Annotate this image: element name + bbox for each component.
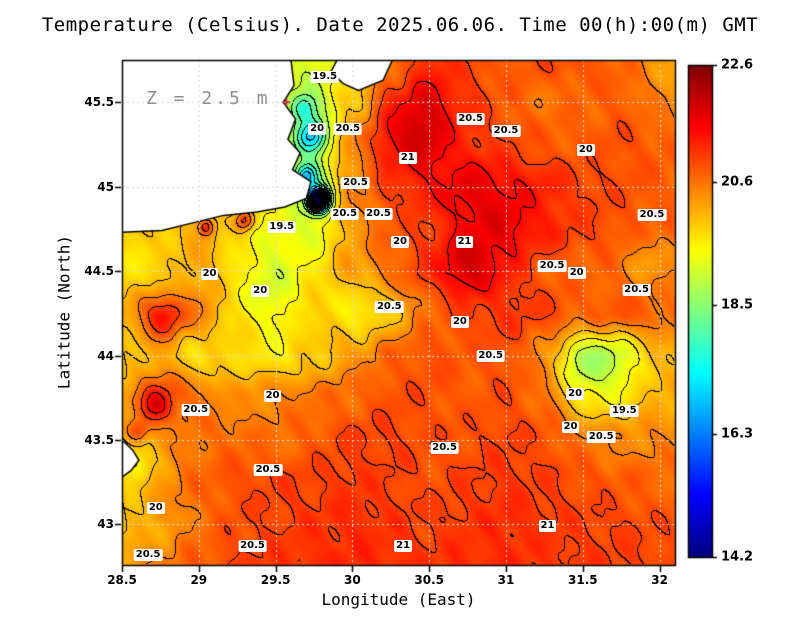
x-axis-title: Longitude (East) bbox=[321, 590, 476, 609]
y-tick-label: 45 bbox=[97, 179, 114, 194]
contour-label: 20 bbox=[566, 388, 585, 401]
contour-label: 20 bbox=[561, 420, 580, 433]
y-tick-label: 44 bbox=[97, 348, 114, 363]
contour-label: 20.5 bbox=[181, 403, 211, 416]
contour-label: 20.5 bbox=[330, 207, 360, 220]
y-tick-label: 45.5 bbox=[84, 95, 114, 110]
contour-label: 20 bbox=[251, 285, 270, 298]
contour-label: 19.5 bbox=[609, 405, 639, 418]
x-tick-label: 31 bbox=[497, 573, 515, 587]
contour-label: 20.5 bbox=[476, 349, 505, 362]
y-axis-title: Latitude (North) bbox=[54, 234, 74, 390]
contour-label: 21 bbox=[394, 540, 413, 553]
contour-label: 20.5 bbox=[586, 430, 616, 443]
contour-label: 20 bbox=[567, 266, 586, 279]
contour-label: 20.5 bbox=[430, 442, 459, 455]
x-tick-label: 29 bbox=[190, 573, 208, 587]
x-tick-label: 32 bbox=[651, 573, 668, 587]
colorbar-tick-label: 20.6 bbox=[721, 174, 754, 190]
contour-label: 20.5 bbox=[133, 548, 163, 561]
contour-label: 20 bbox=[308, 123, 327, 136]
x-tick-label: 31.5 bbox=[568, 573, 598, 587]
contour-label: 21 bbox=[455, 236, 474, 249]
x-tick-label: 30.5 bbox=[414, 573, 445, 587]
contour-label: 20.5 bbox=[364, 207, 393, 220]
contour-label: 20.5 bbox=[333, 123, 363, 136]
contour-label: 20.5 bbox=[456, 113, 486, 126]
x-tick-label: 30 bbox=[344, 573, 361, 587]
contour-label: 20.5 bbox=[622, 283, 651, 296]
contour-label: 21 bbox=[538, 520, 557, 533]
y-tick-label: 44.5 bbox=[84, 264, 114, 279]
contour-label: 20.5 bbox=[341, 177, 370, 190]
depth-annotation: Z = 2.5 m bbox=[146, 88, 271, 109]
contour-label: 20 bbox=[450, 315, 469, 328]
colorbar-tick-label: 18.5 bbox=[721, 297, 754, 313]
colorbar-tick-label: 14.2 bbox=[721, 549, 754, 565]
x-tick-label: 28.5 bbox=[107, 573, 137, 587]
contour-label: 20.5 bbox=[637, 209, 667, 222]
chart-title: Temperature (Celsius). Date 2025.06.06. … bbox=[41, 14, 759, 36]
contour-label: 20 bbox=[146, 501, 165, 514]
colorbar-tick-label: 16.3 bbox=[721, 426, 754, 442]
contour-label: 20 bbox=[200, 268, 219, 281]
contour-label: 20.5 bbox=[238, 540, 267, 553]
x-tick-label: 29.5 bbox=[260, 573, 291, 587]
contour-label: 20 bbox=[576, 143, 595, 156]
colorbar-tick-label: 22.6 bbox=[721, 57, 754, 73]
y-tick-label: 43 bbox=[97, 517, 114, 532]
contour-label: 21 bbox=[398, 151, 417, 164]
contour-label: 20.5 bbox=[374, 300, 404, 313]
contour-label: 19.5 bbox=[267, 221, 297, 234]
contour-label: 20.5 bbox=[253, 464, 283, 477]
contour-label: 20 bbox=[391, 236, 409, 249]
contour-label: 20.5 bbox=[537, 260, 567, 273]
y-tick-label: 43.5 bbox=[84, 433, 114, 448]
contour-label: 19.5 bbox=[310, 70, 340, 83]
contour-label: 20 bbox=[263, 390, 282, 403]
contour-label: 20.5 bbox=[491, 124, 521, 137]
